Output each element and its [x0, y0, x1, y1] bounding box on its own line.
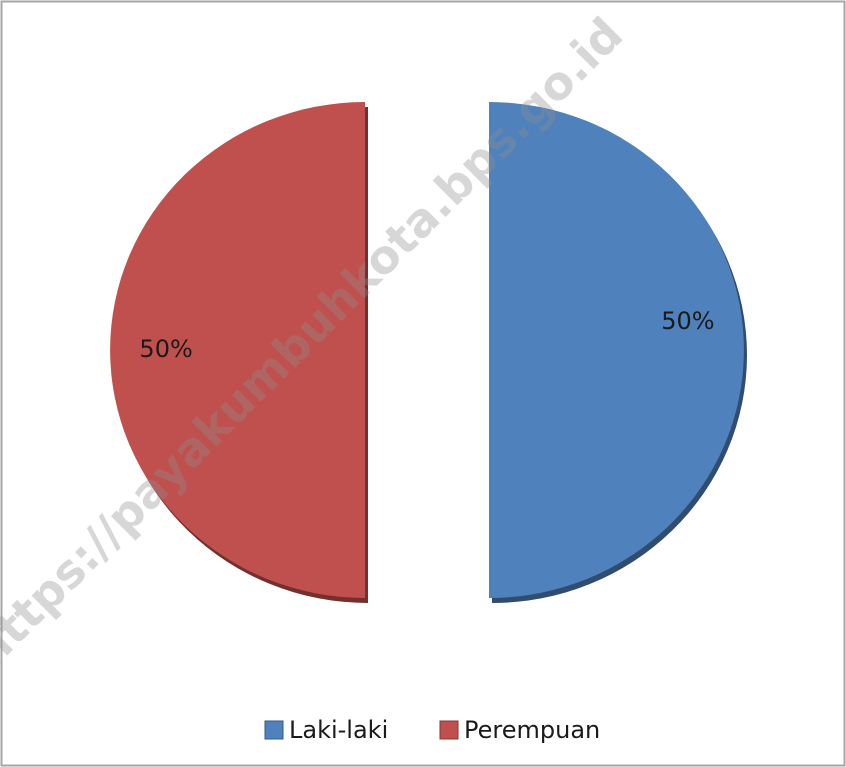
slice	[110, 102, 365, 598]
pie: 50% 50%	[110, 102, 747, 603]
legend-swatch	[439, 720, 459, 740]
legend-swatch	[264, 720, 284, 740]
data-label: 50%	[661, 307, 714, 335]
legend: Laki-laki Perempuan	[264, 716, 600, 744]
legend-label: Laki-laki	[289, 716, 388, 744]
data-label: 50%	[139, 335, 192, 363]
legend-label: Perempuan	[464, 716, 600, 744]
slice	[489, 102, 744, 598]
